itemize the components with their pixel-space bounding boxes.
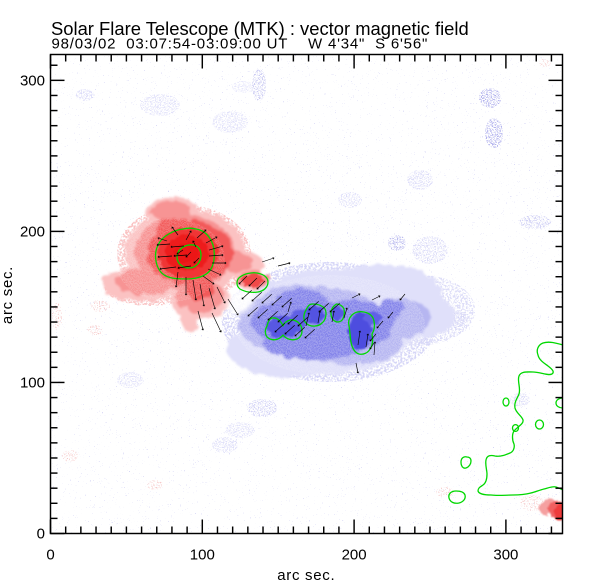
svg-text:300: 300	[20, 73, 45, 90]
svg-text:98/03/02 03:07:54-03:09:00 UT: 98/03/02 03:07:54-03:09:00 UT W 4'34" S …	[52, 35, 429, 52]
svg-text:100: 100	[190, 547, 215, 564]
svg-text:300: 300	[493, 547, 518, 564]
svg-text:100: 100	[20, 375, 45, 392]
svg-text:Solar Flare Telescope (MTK) :: Solar Flare Telescope (MTK) : vector mag…	[51, 18, 469, 39]
svg-text:0: 0	[37, 526, 45, 543]
svg-text:arc sec.: arc sec.	[277, 567, 335, 584]
svg-text:200: 200	[342, 547, 367, 564]
svg-text:0: 0	[46, 547, 54, 564]
svg-text:200: 200	[20, 224, 45, 241]
svg-text:arc sec.: arc sec.	[0, 266, 16, 324]
